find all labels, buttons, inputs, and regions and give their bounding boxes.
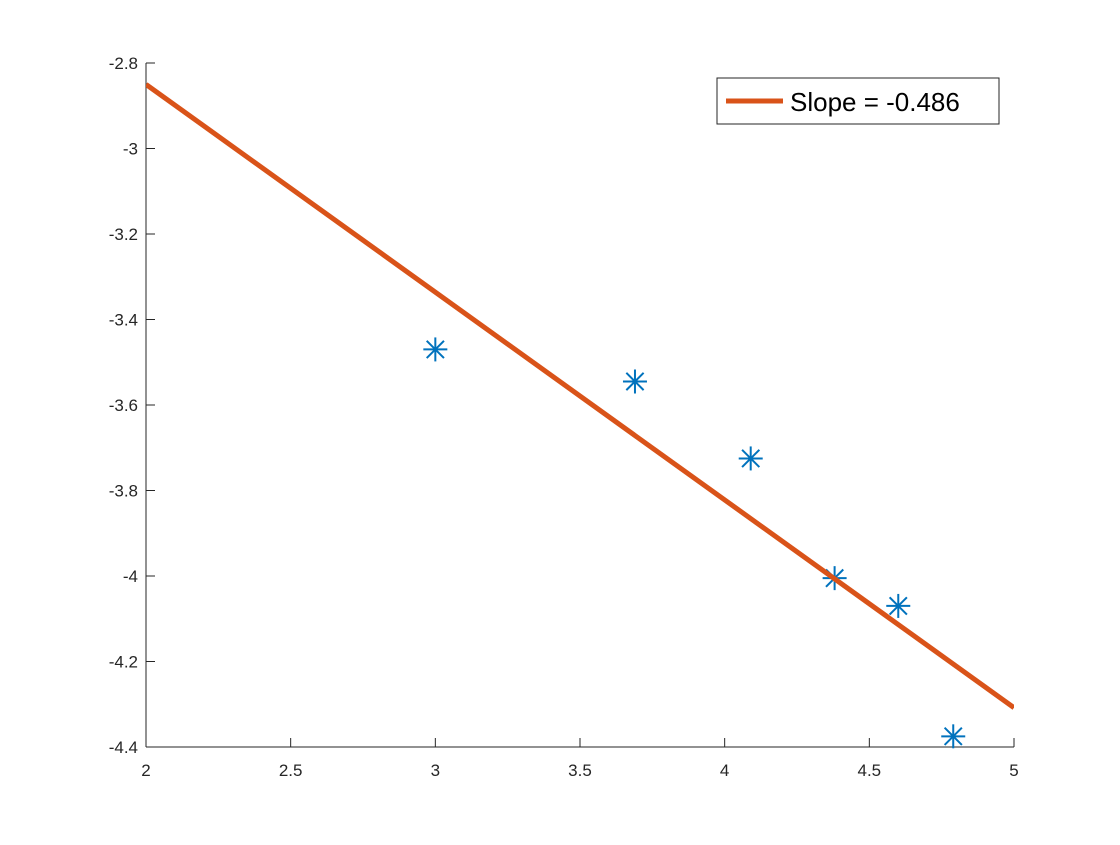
legend-label: Slope = -0.486: [790, 87, 960, 117]
asterisk-stroke: [888, 596, 908, 616]
x-tick-label: 2.5: [279, 761, 303, 780]
tick-labels: 2 2.5 3 3.5 4 4.5 5 -2.8 -3 -3.2 -3.4 -3.6 -3.8 -4 -4.…: [109, 54, 1019, 780]
y-tick-label: -2.8: [109, 54, 138, 73]
fit-line: [146, 82, 1014, 710]
y-tick-label: -4.4: [109, 738, 138, 757]
data-point: [886, 593, 911, 618]
x-tick-label: 4: [720, 761, 729, 780]
y-tick-label: -3.8: [109, 482, 138, 501]
data-point: [423, 337, 448, 362]
data-point: [622, 369, 647, 394]
x-tick-label: 4.5: [858, 761, 882, 780]
axes: [145, 63, 1014, 748]
asterisk-stroke: [425, 340, 445, 359]
y-tick-label: -3.4: [109, 311, 138, 330]
x-tick-label: 5: [1009, 761, 1018, 780]
y-tick-label: -3.6: [109, 396, 138, 415]
data-point: [738, 446, 763, 471]
x-tick-label: 3: [431, 761, 440, 780]
y-tick-label: -4: [123, 567, 138, 586]
asterisk-stroke: [741, 449, 761, 468]
asterisk-stroke: [625, 372, 645, 391]
data-point: [941, 724, 966, 749]
tick-marks: [145, 62, 1015, 748]
asterisk-stroke: [943, 726, 963, 746]
legend-box: [716, 77, 1000, 125]
y-tick-label: -3: [123, 140, 138, 159]
y-tick-label: -4.2: [109, 653, 138, 672]
legend: Slope = -0.486: [716, 77, 1000, 125]
x-tick-label: 3.5: [568, 761, 592, 780]
y-tick-label: -3.2: [109, 225, 138, 244]
x-tick-label: 2: [141, 761, 150, 780]
plot-series: [146, 82, 1014, 749]
